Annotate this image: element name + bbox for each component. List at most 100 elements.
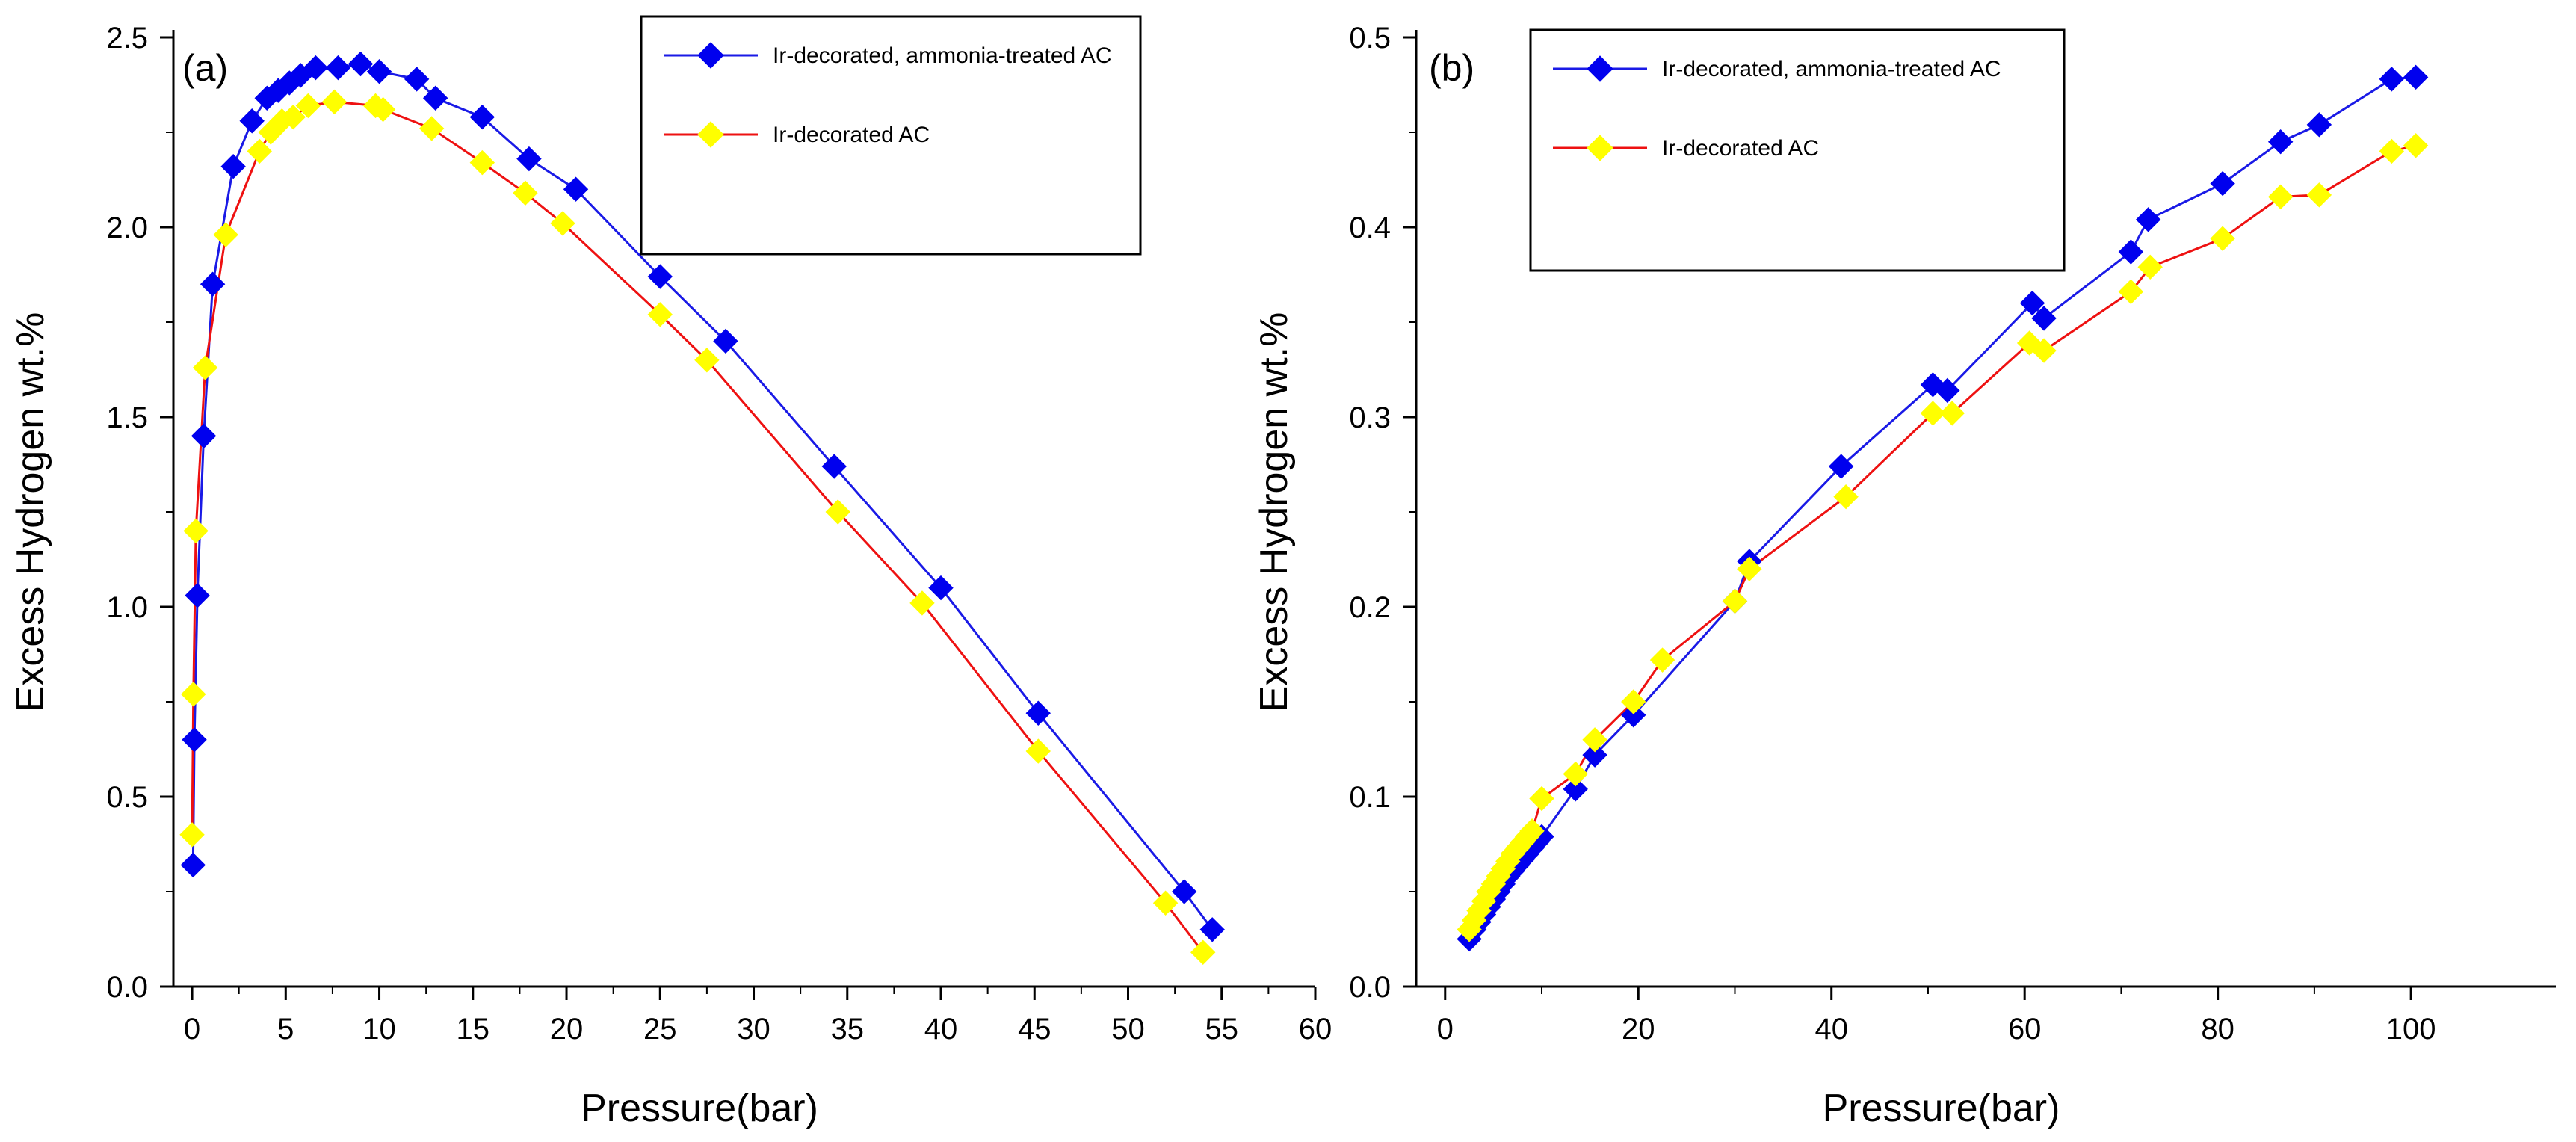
y-tick-label: 0.1 xyxy=(1349,781,1391,814)
data-point-series-0 xyxy=(821,454,847,479)
data-point-series-1 xyxy=(909,590,935,616)
data-point-series-0 xyxy=(348,51,374,77)
data-point-series-0 xyxy=(185,583,210,608)
data-point-series-0 xyxy=(2306,112,2332,138)
data-point-series-1 xyxy=(2118,279,2144,305)
data-point-series-0 xyxy=(2019,290,2045,316)
x-tick-label: 100 xyxy=(2386,1013,2436,1046)
data-point-series-1 xyxy=(321,89,348,115)
chart-panel-a: 0 5 10 15 20 25 30 35 40 45 50 55 60 0.0 0.5 1.0 1.5 2.0 2… xyxy=(9,15,1332,1130)
data-point-series-0 xyxy=(180,852,206,878)
legend-label: Ir-decorated, ammonia-treated AC xyxy=(1662,57,2001,81)
data-point-series-1 xyxy=(1152,890,1179,916)
data-point-series-1 xyxy=(2379,138,2405,164)
data-point-series-0 xyxy=(2031,306,2057,331)
data-point-series-1 xyxy=(1649,647,1675,673)
y-tick-label: 0.0 xyxy=(106,971,148,1004)
data-point-series-0 xyxy=(366,59,392,84)
data-point-series-0 xyxy=(2379,67,2405,92)
x-tick-label: 5 xyxy=(277,1013,294,1046)
data-point-series-0 xyxy=(2118,239,2144,265)
data-point-series-1 xyxy=(213,222,238,247)
data-point-series-0 xyxy=(2210,170,2235,197)
x-tick-label: 15 xyxy=(457,1013,490,1046)
x-tick-label: 45 xyxy=(1018,1013,1051,1046)
data-point-series-1 xyxy=(1563,761,1588,787)
y-tick-label: 0.0 xyxy=(1349,971,1391,1004)
x-axis-title: Pressure(bar) xyxy=(1823,1087,2060,1130)
data-point-series-0 xyxy=(1935,377,1960,404)
data-point-series-1 xyxy=(280,104,306,130)
data-point-series-0 xyxy=(1025,700,1051,726)
data-point-series-0 xyxy=(516,146,542,172)
data-point-series-1 xyxy=(2210,226,2235,251)
data-point-series-0 xyxy=(182,727,207,753)
x-tick-label: 35 xyxy=(831,1013,865,1046)
data-point-series-1 xyxy=(1939,401,1965,426)
data-point-series-1 xyxy=(1621,689,1646,714)
data-point-series-1 xyxy=(192,355,218,380)
data-point-series-0 xyxy=(422,85,448,111)
legend-marker xyxy=(697,42,724,69)
data-point-series-1 xyxy=(2306,182,2332,208)
x-tick-label: 20 xyxy=(550,1013,584,1046)
y-tick-label: 1.5 xyxy=(106,401,148,434)
x-tick-label: 25 xyxy=(643,1013,677,1046)
x-tick-label: 30 xyxy=(737,1013,770,1046)
data-point-series-1 xyxy=(418,116,445,141)
y-tick-label: 2.5 xyxy=(106,22,148,55)
x-tick-label: 60 xyxy=(1299,1013,1332,1046)
data-point-series-0 xyxy=(2267,129,2294,155)
x-tick-label: 20 xyxy=(1622,1013,1655,1046)
data-point-series-1 xyxy=(647,302,673,327)
data-point-series-0 xyxy=(1920,372,1946,398)
data-point-series-1 xyxy=(2031,338,2057,363)
data-point-series-1 xyxy=(1833,484,1859,510)
data-point-series-1 xyxy=(370,96,396,123)
data-point-series-0 xyxy=(713,328,738,354)
data-point-series-1 xyxy=(1529,785,1554,812)
x-tick-label: 10 xyxy=(362,1013,396,1046)
legend-marker xyxy=(1587,55,1613,82)
y-tick-label: 2.0 xyxy=(106,212,148,244)
x-tick-label: 60 xyxy=(2008,1013,2042,1046)
y-tick-label: 0.4 xyxy=(1349,212,1391,244)
x-tick-label: 0 xyxy=(184,1013,200,1046)
panel-label: (b) xyxy=(1429,47,1474,89)
x-tick-label: 55 xyxy=(1205,1013,1239,1046)
data-point-series-1 xyxy=(1190,939,1216,965)
data-point-series-0 xyxy=(1199,917,1225,942)
data-point-series-0 xyxy=(220,154,246,179)
y-tick-label: 0.3 xyxy=(1349,401,1391,434)
data-point-series-0 xyxy=(303,55,329,81)
data-point-series-0 xyxy=(200,271,226,297)
data-point-series-1 xyxy=(1519,818,1545,844)
y-axis-title: Excess Hydrogen wt.% xyxy=(9,312,52,712)
data-point-series-1 xyxy=(2403,133,2429,158)
y-tick-label: 0.2 xyxy=(1349,591,1391,624)
data-point-series-0 xyxy=(1828,454,1854,479)
y-tick-label: 0.5 xyxy=(1349,22,1391,55)
data-point-series-1 xyxy=(1025,738,1051,764)
data-point-series-1 xyxy=(2267,184,2294,210)
data-point-series-1 xyxy=(1920,401,1946,426)
data-point-series-0 xyxy=(191,423,217,449)
panel-label: (a) xyxy=(182,47,228,89)
data-point-series-0 xyxy=(647,264,673,289)
data-point-series-1 xyxy=(181,682,206,707)
data-point-series-1 xyxy=(247,138,272,164)
legend-label: Ir-decorated AC xyxy=(1662,136,1819,161)
data-point-series-1 xyxy=(2137,254,2163,280)
data-point-series-1 xyxy=(295,93,321,119)
data-point-series-1 xyxy=(513,180,538,206)
y-tick-label: 0.5 xyxy=(106,781,148,814)
data-point-series-0 xyxy=(1582,742,1607,768)
data-point-series-1 xyxy=(2016,330,2042,356)
legend-box xyxy=(1529,28,2066,272)
data-point-series-0 xyxy=(239,108,265,134)
data-point-series-0 xyxy=(404,67,430,92)
x-tick-label: 40 xyxy=(1814,1013,1848,1046)
x-tick-label: 40 xyxy=(924,1013,958,1046)
data-point-series-1 xyxy=(694,348,720,373)
